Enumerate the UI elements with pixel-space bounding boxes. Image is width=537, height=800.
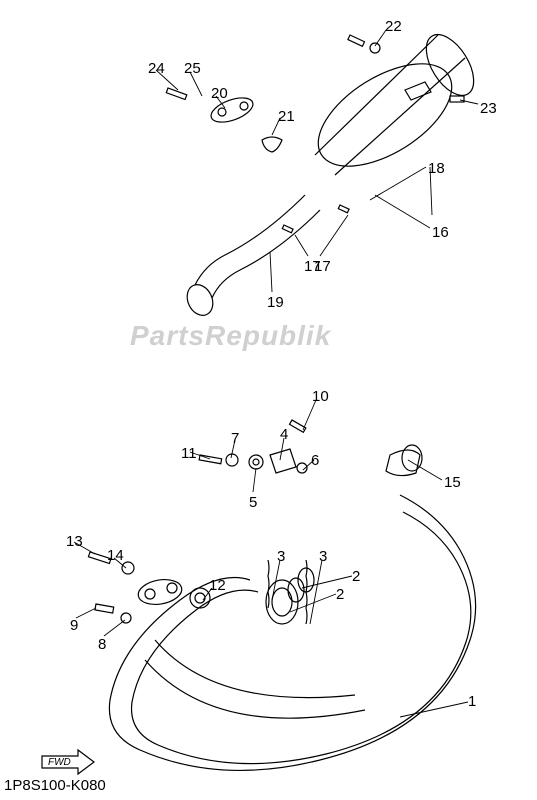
callout-8: 8	[98, 636, 106, 653]
callout-15: 15	[444, 474, 461, 491]
callout-6: 6	[311, 452, 319, 469]
callout-18: 18	[428, 160, 445, 177]
fwd-badge: FWD	[40, 748, 88, 772]
callout-20: 20	[211, 85, 228, 102]
callout-23: 23	[480, 100, 497, 117]
callout-1: 1	[468, 693, 476, 710]
callout-17: 17	[314, 258, 331, 275]
callout-12: 12	[209, 577, 226, 594]
callout-24: 24	[148, 60, 165, 77]
callout-9: 9	[70, 617, 78, 634]
callout-10: 10	[312, 388, 329, 405]
callout-3: 3	[277, 548, 285, 565]
callout-4: 4	[280, 426, 288, 443]
callout-16: 16	[432, 224, 449, 241]
callout-21: 21	[278, 108, 295, 125]
callout-3: 3	[319, 548, 327, 565]
callout-2: 2	[352, 568, 360, 585]
callout-19: 19	[267, 294, 284, 311]
callout-5: 5	[249, 494, 257, 511]
callout-2: 2	[336, 586, 344, 603]
leader-lines-svg	[0, 0, 537, 800]
diagram-container: 1223345678910111213141516171718192021222…	[0, 0, 537, 800]
callout-7: 7	[231, 430, 239, 447]
fwd-label: FWD	[48, 757, 71, 768]
callout-11: 11	[181, 445, 197, 462]
callout-25: 25	[184, 60, 201, 77]
callout-22: 22	[385, 18, 402, 35]
callout-13: 13	[66, 533, 83, 550]
diagram-part-code: 1P8S100-K080	[4, 777, 106, 794]
callout-14: 14	[107, 547, 124, 564]
